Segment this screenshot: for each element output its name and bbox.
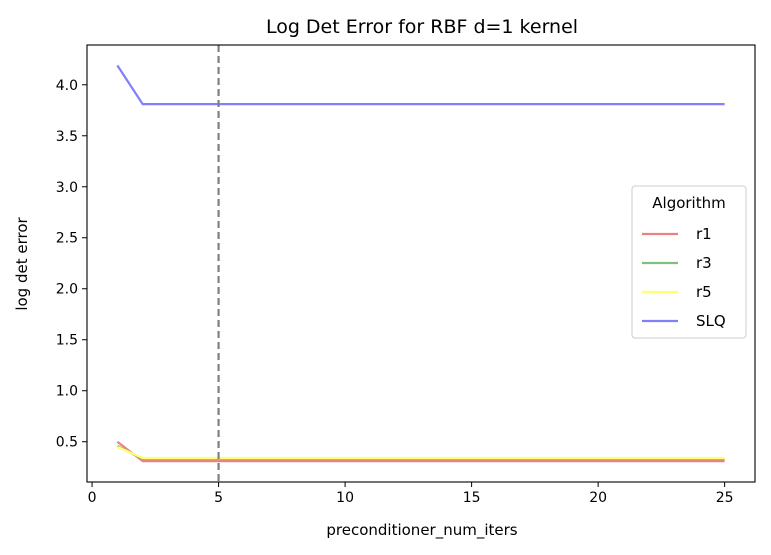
legend-title: Algorithm: [652, 194, 725, 212]
y-tick-label: 3.5: [56, 129, 78, 145]
x-tick-label: 15: [463, 490, 481, 506]
y-tick-label: 3.0: [56, 180, 78, 196]
legend: Algorithm r1 r3 r5 SLQ: [631, 185, 747, 339]
legend-label-r5: r5: [696, 283, 712, 301]
legend-label-r1: r1: [696, 225, 712, 243]
series-line-r5: [116, 445, 725, 460]
legend-label-slq: SLQ: [696, 312, 726, 330]
legend-label-r3: r3: [696, 254, 712, 272]
x-tick-label: 20: [589, 490, 607, 506]
y-tick-label: 2.5: [56, 231, 78, 247]
y-tick-label: 1.5: [56, 333, 78, 349]
y-tick-label: 4.0: [56, 78, 78, 94]
legend-box: [631, 185, 747, 339]
x-axis-label: preconditioner_num_iters: [326, 521, 517, 540]
y-tick-label: 0.5: [56, 435, 78, 451]
chart-title: Log Det Error for RBF d=1 kernel: [266, 16, 578, 38]
axes-frame: [86, 44, 756, 483]
x-tick-label: 5: [214, 490, 223, 506]
series-line-slq: [116, 64, 725, 106]
x-tick-label: 0: [88, 490, 97, 506]
y-tick-label: 2.0: [56, 282, 78, 298]
y-axis-label: log det error: [13, 216, 31, 310]
plot-area: 0 5 10 15 20 25 0.5 1.0 1.5 2.0 2.5 3.0 3.5 4.0: [56, 44, 756, 506]
x-tick-label: 25: [716, 490, 734, 506]
y-tick-label: 1.0: [56, 384, 78, 400]
x-tick-label: 10: [336, 490, 354, 506]
series-line-r1: [116, 440, 725, 463]
